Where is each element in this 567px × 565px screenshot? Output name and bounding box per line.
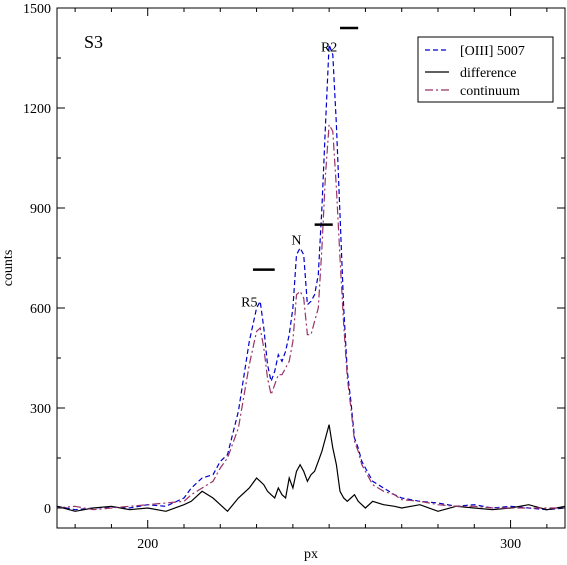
- legend-box: [417, 36, 554, 103]
- x-tick-label-1: 300: [500, 537, 521, 552]
- y-tick-label-1: 300: [30, 402, 51, 417]
- series-line-2: [56, 122, 565, 511]
- plot-area: [56, 7, 566, 529]
- axis-ticks: 200 300 0 300 600 900 1200 1500: [23, 2, 565, 552]
- y-tick-label-3: 900: [30, 202, 51, 217]
- series-line-1: [56, 424, 566, 513]
- peak-label-2: R2: [321, 40, 337, 55]
- series-line-0: [56, 44, 566, 511]
- panel-label: S3: [84, 32, 103, 52]
- x-axis-label: px: [304, 547, 318, 562]
- y-axis-label: counts: [1, 250, 16, 287]
- legend-label-oiii: [OIII] 5007: [460, 44, 525, 59]
- y-tick-label-4: 1200: [23, 102, 51, 117]
- series-lines: [56, 44, 566, 513]
- y-tick-label-0: 0: [44, 502, 51, 517]
- legend: [OIII] 5007 difference continuum: [417, 36, 554, 103]
- legend-label-continuum: continuum: [460, 84, 520, 99]
- peak-label-1: N: [291, 234, 301, 249]
- peak-label-0: R5: [241, 295, 257, 310]
- legend-label-difference: difference: [460, 66, 516, 81]
- y-tick-label-5: 1500: [23, 2, 51, 17]
- y-tick-label-2: 600: [30, 302, 51, 317]
- x-tick-label-0: 200: [137, 537, 158, 552]
- peak-annotations: R5 N R2: [241, 26, 359, 310]
